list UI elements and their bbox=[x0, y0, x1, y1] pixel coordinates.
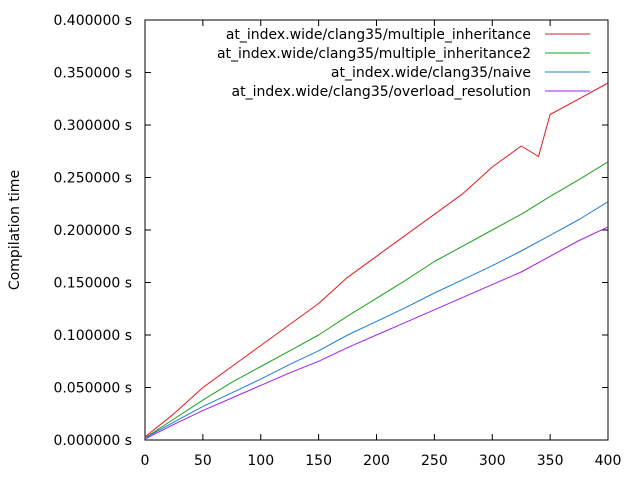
y-tick-label: 0.400000 s bbox=[53, 13, 132, 29]
legend-label: at_index.wide/clang35/naive bbox=[331, 65, 531, 81]
legend-label: at_index.wide/clang35/overload_resolutio… bbox=[232, 84, 531, 100]
series-line bbox=[144, 201, 609, 439]
legend: at_index.wide/clang35/multiple_inheritan… bbox=[217, 27, 590, 100]
x-tick-label: 300 bbox=[479, 453, 506, 469]
y-tick-label: 0.050000 s bbox=[53, 381, 132, 397]
x-tick-label: 100 bbox=[247, 453, 274, 469]
x-tick-label: 0 bbox=[141, 453, 150, 469]
y-axis-label: Compilation time bbox=[7, 170, 23, 290]
y-tick-label: 0.250000 s bbox=[53, 171, 132, 187]
series-line bbox=[144, 82, 609, 438]
series-line bbox=[144, 161, 609, 439]
y-tick-label: 0.100000 s bbox=[53, 328, 132, 344]
x-tick-label: 250 bbox=[421, 453, 448, 469]
y-tick-label: 0.200000 s bbox=[53, 223, 132, 239]
plot-frame bbox=[144, 19, 609, 441]
legend-label: at_index.wide/clang35/multiple_inheritan… bbox=[217, 46, 531, 62]
y-tick-label: 0.150000 s bbox=[53, 276, 132, 292]
x-tick-label: 50 bbox=[194, 453, 212, 469]
x-tick-label: 200 bbox=[363, 453, 390, 469]
y-tick-label: 0.350000 s bbox=[53, 66, 132, 82]
series-lines bbox=[144, 82, 609, 440]
legend-label: at_index.wide/clang35/multiple_inheritan… bbox=[226, 27, 531, 43]
series-line bbox=[144, 226, 609, 440]
x-tick-label: 150 bbox=[305, 453, 332, 469]
x-tick-label: 350 bbox=[537, 453, 564, 469]
x-tick-label: 400 bbox=[595, 453, 622, 469]
y-tick-label: 0.000000 s bbox=[53, 433, 132, 449]
axis-ticks: 0.000000 s 0.050000 s 0.100000 s 0.150000 s… bbox=[53, 13, 621, 469]
y-tick-label: 0.300000 s bbox=[53, 118, 132, 134]
